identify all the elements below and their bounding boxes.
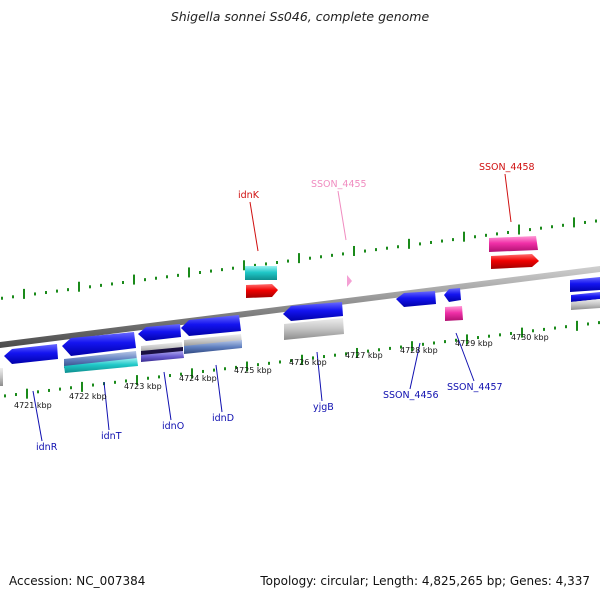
gene-idnK-arrow[interactable] bbox=[246, 284, 278, 298]
leader-idnT bbox=[103, 381, 110, 431]
gene-SSON_4458-arrow[interactable] bbox=[491, 254, 539, 269]
gene-label-SSON_4455[interactable]: SSON_4455 bbox=[311, 179, 367, 190]
gene-SSON_4457-pink[interactable] bbox=[445, 306, 463, 321]
leader-SSON_4456 bbox=[409, 342, 421, 390]
scale-label: 4728 kbp bbox=[400, 346, 438, 355]
reverse-gene-features bbox=[0, 288, 463, 386]
gene-idnT-steel[interactable] bbox=[64, 351, 137, 368]
scale-label: 4723 kbp bbox=[124, 382, 162, 391]
gene-SSON_4457-arrow[interactable] bbox=[444, 288, 461, 302]
upper-scale-line bbox=[1, 217, 597, 300]
gene-yjgB-gray[interactable] bbox=[284, 318, 344, 340]
reverse-gene-labels: idnR idnT idnO idnD yjgB SSON_4456 SSON_… bbox=[36, 382, 503, 453]
gene-label-idnD[interactable]: idnD bbox=[212, 413, 234, 424]
leader-idnO bbox=[163, 371, 172, 421]
leader-idnK bbox=[249, 201, 259, 252]
scale-label: 4722 kbp bbox=[69, 392, 107, 401]
forward-gene-features bbox=[245, 236, 600, 310]
gene-right-edge-mid[interactable] bbox=[571, 292, 600, 302]
scale-label: 4724 kbp bbox=[179, 374, 217, 383]
scale-label: 4729 kbp bbox=[455, 339, 493, 348]
leader-SSON_4457 bbox=[455, 332, 475, 382]
gene-label-idnR[interactable]: idnR bbox=[36, 442, 58, 453]
leader-SSON_4458 bbox=[504, 173, 512, 223]
label-leaders bbox=[32, 173, 512, 442]
leader-idnD bbox=[215, 364, 223, 413]
gene-label-idnT[interactable]: idnT bbox=[101, 431, 122, 442]
gene-right-edge-bottom[interactable] bbox=[571, 299, 600, 310]
gene-idnD-arrow[interactable] bbox=[181, 315, 241, 336]
gene-label-SSON_4458[interactable]: SSON_4458 bbox=[479, 162, 535, 173]
leader-SSON_4455 bbox=[337, 190, 347, 241]
gene-label-yjgB[interactable]: yjgB bbox=[313, 402, 334, 413]
forward-gene-labels: idnK SSON_4455 SSON_4458 bbox=[238, 162, 535, 201]
genome-title: Shigella sonnei Ss046, complete genome bbox=[170, 9, 430, 24]
leader-idnR bbox=[32, 390, 43, 442]
gene-idnT-cyan[interactable] bbox=[64, 358, 138, 373]
gene-label-SSON_4457[interactable]: SSON_4457 bbox=[447, 382, 503, 393]
gene-label-SSON_4456[interactable]: SSON_4456 bbox=[383, 390, 439, 401]
gene-label-idnK[interactable]: idnK bbox=[238, 190, 260, 201]
scale-label: 4721 kbp bbox=[14, 401, 52, 410]
lower-scale-line bbox=[4, 320, 600, 399]
gene-yjgB-arrow[interactable] bbox=[283, 302, 343, 321]
gene-idnK-cyan[interactable] bbox=[245, 266, 277, 280]
scale-label: 4725 kbp bbox=[234, 366, 272, 375]
accession-text: Accession: NC_007384 bbox=[9, 574, 146, 588]
leader-yjgB bbox=[316, 351, 323, 402]
gene-SSON_4455-arrow[interactable] bbox=[347, 275, 352, 287]
scale-label: 4730 kbp bbox=[511, 333, 549, 342]
gene-idnD-steel[interactable] bbox=[184, 340, 242, 354]
genome-summary-text: Topology: circular; Length: 4,825,265 bp… bbox=[260, 574, 590, 588]
scale-label: 4726 kbp bbox=[289, 358, 327, 367]
scale-label: 4727 kbp bbox=[345, 351, 383, 360]
gene-idnO-purple[interactable] bbox=[141, 351, 184, 362]
gene-idnT-arrow[interactable] bbox=[62, 332, 136, 356]
gene-idnO-arrow[interactable] bbox=[138, 324, 181, 341]
scale-labels: 4721 kbp 4722 kbp 4723 kbp 4724 kbp 4725… bbox=[14, 333, 549, 410]
gene-right-edge-top[interactable] bbox=[570, 277, 600, 292]
gene-left-edge[interactable] bbox=[0, 368, 3, 386]
gene-idnR-arrow[interactable] bbox=[4, 344, 58, 364]
gene-SSON_4458-pink[interactable] bbox=[489, 236, 538, 252]
gene-SSON_4456-arrow[interactable] bbox=[396, 291, 436, 307]
gene-label-idnO[interactable]: idnO bbox=[162, 421, 184, 432]
